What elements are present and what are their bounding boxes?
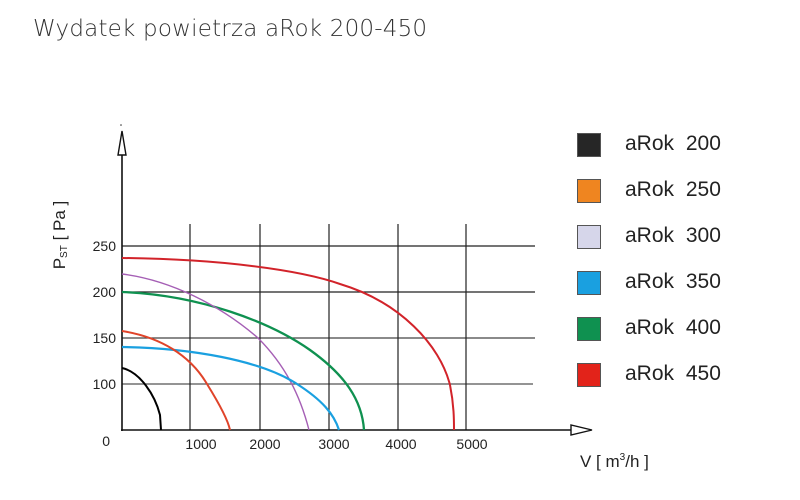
legend-label: aRok 450 (625, 362, 721, 385)
curves (121, 257, 455, 431)
legend-swatch (577, 363, 601, 387)
chart-title: Wydatek powietrza aRok 200-450 (33, 16, 428, 42)
grid (122, 224, 535, 430)
curve-arok-300 (121, 273, 310, 431)
x-tick-5000: 5000 (456, 436, 488, 452)
y-tick-200: 200 (92, 284, 116, 300)
legend-label: aRok 200 (625, 132, 721, 155)
legend-swatch (577, 225, 601, 249)
curve-arok-250 (121, 330, 231, 431)
y-axis-arrow-icon (117, 130, 127, 156)
curve-arok-400 (121, 290, 366, 431)
legend-label: aRok 400 (625, 316, 721, 339)
legend-swatch (577, 271, 601, 295)
x-tick-1000: 1000 (185, 436, 217, 452)
legend-swatch (577, 317, 601, 341)
y-tick-250: 250 (92, 238, 116, 254)
x-axis-arrow-icon (570, 424, 593, 436)
legend-label: aRok 300 (625, 224, 721, 247)
x-axis-label: V [ m3/h ] (580, 452, 649, 471)
curve-arok-200 (121, 367, 162, 431)
axes (117, 124, 593, 436)
legend-label: aRok 350 (625, 270, 721, 293)
curve-arok-450 (121, 257, 455, 431)
legend-swatch (577, 133, 601, 157)
curve-arok-350 (121, 345, 341, 431)
x-tick-4000: 4000 (385, 436, 417, 452)
y-tick-100: 100 (92, 376, 116, 392)
x-tick-3000: 3000 (318, 436, 350, 452)
x-tick-2000: 2000 (249, 436, 281, 452)
y-tick-150: 150 (92, 330, 116, 346)
legend-label: aRok 250 (625, 178, 721, 201)
y-tick-0: 0 (102, 433, 110, 449)
y-axis-label: PST [ Pa ] (50, 200, 70, 270)
legend-swatch (577, 179, 601, 203)
